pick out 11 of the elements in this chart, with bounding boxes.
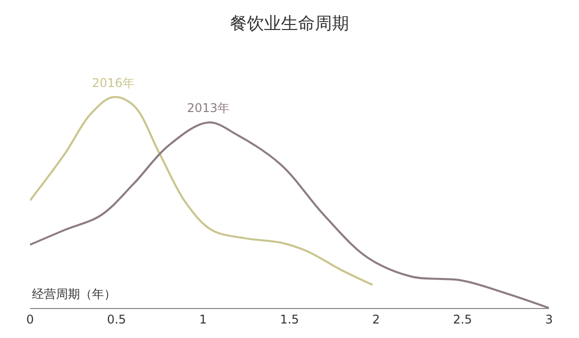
x-tick-label: 0 xyxy=(26,312,34,326)
x-tick-label: 2 xyxy=(372,312,380,326)
x-tick-label: 0.5 xyxy=(106,312,126,326)
x-tick-label: 1.5 xyxy=(280,312,300,326)
chart-title: 餐饮业生命周期 xyxy=(230,14,349,34)
x-tick-label: 3 xyxy=(545,312,553,326)
annotation: 2016年 xyxy=(92,76,135,90)
x-tick-label: 2.5 xyxy=(452,312,472,326)
annotation: 2013年 xyxy=(187,101,230,115)
x-axis-title: 经营周期（年） xyxy=(32,287,116,301)
x-tick-label: 1 xyxy=(199,312,207,326)
